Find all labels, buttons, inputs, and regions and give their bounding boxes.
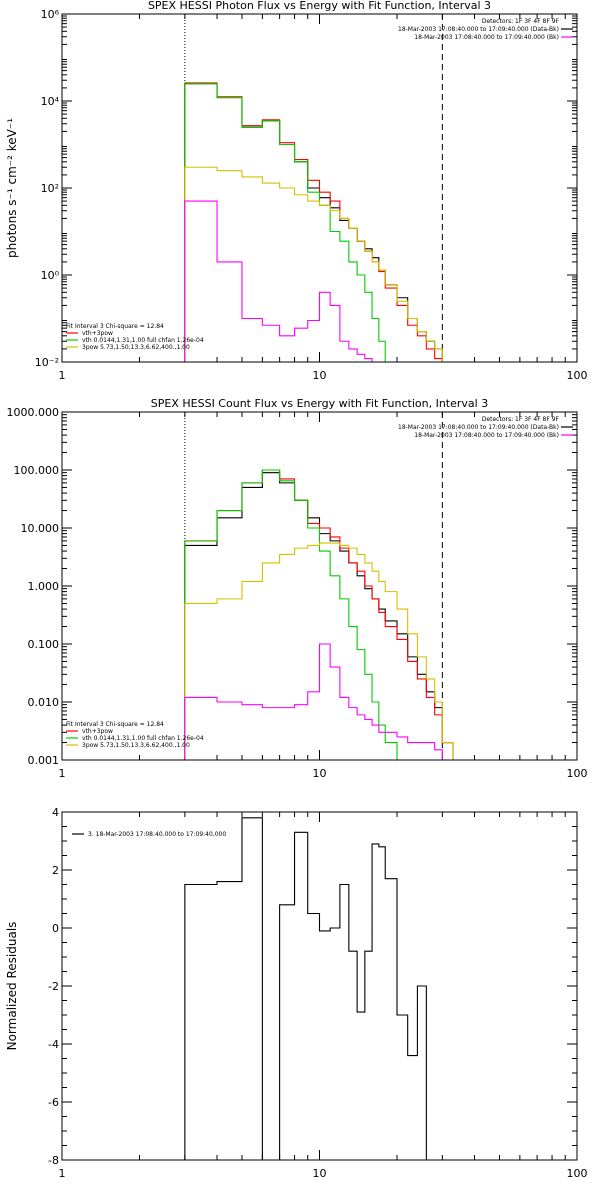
legend-fit-header: Fit Interval 3 Chi-square = 12.84 <box>66 721 164 728</box>
series-line-1 <box>184 83 454 362</box>
y-tick-label: 4 <box>52 806 59 819</box>
x-tick-label: 10 <box>313 369 327 382</box>
y-tick-label: 10⁰ <box>41 269 60 282</box>
x-tick-label: 100 <box>567 767 588 780</box>
legend-entry-text: 18-Mar-2003 17:08:40.000 to 17:09:40.000… <box>414 432 559 439</box>
series-line-3 <box>184 469 454 760</box>
series-line-3 <box>184 83 398 362</box>
chart-panel-1: SPEX HESSI Photon Flux vs Energy with Fi… <box>5 0 588 382</box>
y-tick-label: 10² <box>41 182 59 195</box>
legend-entry-text: vth+3pow <box>82 330 113 337</box>
legend-fit-header: Fit Interval 3 Chi-square = 12.84 <box>66 323 164 330</box>
y-tick-label: 10⁴ <box>41 95 60 108</box>
y-tick-label: 10⁻² <box>35 356 59 369</box>
series-line-2 <box>184 82 454 362</box>
chart-panel-2: SPEX HESSI Count Flux vs Energy with Fit… <box>7 397 588 780</box>
legend-entry-text: 18-Mar-2003 17:08:40.000 to 17:09:40.000… <box>398 424 559 431</box>
y-axis-label: Normalized Residuals <box>5 922 19 1051</box>
y-tick-label: -2 <box>48 980 59 993</box>
series-line-4 <box>184 542 454 760</box>
y-tick-label: 0.100 <box>28 638 60 651</box>
legend-entry-text: 3pow 5.73,1.50,13.3,6.62,400.,1.00 <box>82 344 190 351</box>
series-group <box>184 82 454 362</box>
y-tick-label: -8 <box>48 1154 59 1167</box>
x-tick-label: 1 <box>59 1167 66 1180</box>
legend-detectors: Detectors: 1F 3F 4F 8F 9F <box>482 416 560 423</box>
legend-entry-text: 3pow 5.73,1.50,13.3,6.62,400.,1.00 <box>82 742 190 749</box>
chart-panel-3: Normalized Residuals 1 10 100 -8 -6 -4 -2 0 2 4 3. … <box>5 806 588 1180</box>
plot-frame <box>61 811 578 1161</box>
series-line-4 <box>184 166 454 362</box>
y-tick-label: 0.001 <box>28 754 60 767</box>
y-tick-label: -4 <box>48 1038 59 1051</box>
legend-entry-text: 18-Mar-2003 17:08:40.000 to 17:09:40.000… <box>414 34 559 41</box>
plot-frame <box>61 13 578 363</box>
series-line-5 <box>184 643 454 760</box>
y-tick-label: 0.010 <box>28 696 60 709</box>
series-group <box>184 469 454 760</box>
series-line-5 <box>184 200 380 362</box>
legend-entry-text: 18-Mar-2003 17:08:40.000 to 17:09:40.000… <box>398 26 559 33</box>
legend-entry-text: vth 0.0144,1.31,1.00 full chfan 1.26e-04 <box>82 735 204 742</box>
x-tick-label: 1 <box>59 767 66 780</box>
x-tick-label: 10 <box>313 767 327 780</box>
x-tick-label: 10 <box>313 1167 327 1180</box>
y-tick-label: 0 <box>52 922 59 935</box>
x-tick-label: 1 <box>59 369 66 382</box>
y-tick-label: 1.000 <box>28 580 60 593</box>
y-tick-label: 1000.000 <box>7 406 60 419</box>
y-tick-label: 100.000 <box>14 464 60 477</box>
chart-title: SPEX HESSI Count Flux vs Energy with Fit… <box>151 397 488 410</box>
y-tick-label: 10⁶ <box>41 8 60 21</box>
series-line-2 <box>184 469 454 760</box>
chart-title: SPEX HESSI Photon Flux vs Energy with Fi… <box>148 0 491 12</box>
legend-entry-text: vth+3pow <box>82 728 113 735</box>
plot-frame <box>61 411 578 761</box>
y-tick-label: -6 <box>48 1096 59 1109</box>
y-axis-label: photons s⁻¹ cm⁻² keV⁻¹ <box>5 118 19 258</box>
series-group <box>184 817 427 1160</box>
legend-entry-text: 3. 18-Mar-2003 17:08:40.000 to 17:09:40.… <box>88 831 226 838</box>
series-line-1 <box>184 472 454 760</box>
x-tick-label: 100 <box>567 369 588 382</box>
legend-detectors: Detectors: 1F 3F 4F 8F 9F <box>482 18 560 25</box>
x-tick-label: 100 <box>567 1167 588 1180</box>
legend-entry-text: vth 0.0144,1.31,1.00 full chfan 1.26e-04 <box>82 337 204 344</box>
series-line-1 <box>184 817 427 1160</box>
y-tick-label: 10.000 <box>21 522 60 535</box>
y-tick-label: 2 <box>52 864 59 877</box>
